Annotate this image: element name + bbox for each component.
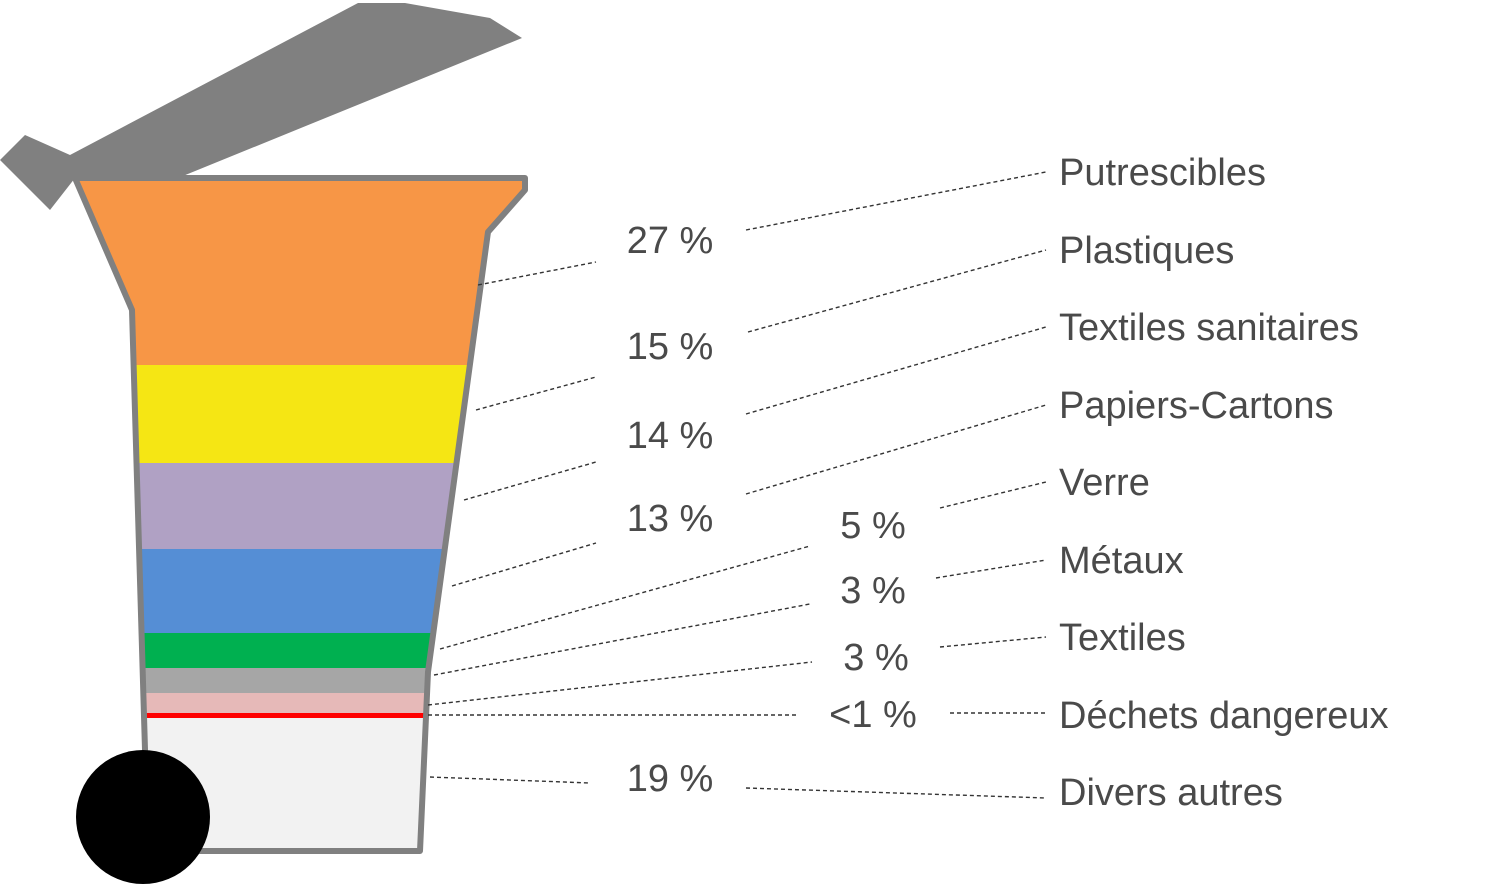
layer-plastiques [75,365,525,463]
value-label-divers-autres: 19 % [627,758,714,800]
leader-line-verre-inner [439,545,811,650]
leader-line-metaux-outer [935,559,1047,579]
category-label-textiles-sanitaires: Textiles sanitaires [1059,307,1359,349]
layer-putrescibles [75,178,525,365]
category-label-metaux: Métaux [1059,540,1184,582]
layer-textiles-sanitaires [75,463,525,549]
value-label-textiles-sanitaires: 14 % [627,415,714,457]
category-label-plastiques: Plastiques [1059,230,1234,272]
bin-body-outline [72,175,528,854]
category-label-dechets-dangereux: Déchets dangereux [1059,695,1389,737]
category-label-textiles: Textiles [1059,617,1186,659]
bin-wheel [76,750,210,884]
wheel-icon [76,750,210,884]
category-label-verre: Verre [1059,462,1150,504]
lid-shape [0,3,522,210]
value-label-putrescibles: 27 % [627,220,714,262]
layer-dechets-dangereux [75,713,525,718]
category-label-papiers-cartons: Papiers-Cartons [1059,385,1334,427]
bin-lid [0,3,522,210]
leader-lines [427,171,1047,799]
leader-line-plastiques-inner [475,376,597,411]
bin-outline [72,175,528,854]
category-label-divers-autres: Divers autres [1059,772,1283,814]
leader-line-plastiques-outer [747,249,1047,333]
leader-line-divers-autres-outer [745,787,1047,799]
value-labels: 27 % 15 % 14 % 13 % 5 % 3 % 3 % <1 % 19 % [627,220,917,800]
value-label-dechets-dangereux: <1 % [829,694,917,736]
leader-line-putrescibles-inner [477,261,597,286]
leader-line-textiles-sanitaires-inner [463,461,597,501]
leader-line-papiers-cartons-inner [451,542,597,587]
value-label-verre: 5 % [840,505,905,547]
leader-line-textiles-outer [939,636,1047,648]
layer-metaux [75,668,525,693]
leader-line-verre-outer [939,481,1047,509]
leader-line-divers-autres-inner [429,776,591,784]
leader-line-metaux-inner [433,603,811,676]
leader-line-papiers-cartons-outer [745,404,1047,495]
leader-line-textiles-sanitaires-outer [745,326,1047,415]
leader-line-putrescibles-outer [745,171,1047,231]
leader-line-textiles-inner [427,661,813,706]
layer-textiles [75,693,525,713]
category-label-putrescibles: Putrescibles [1059,152,1266,194]
value-label-plastiques: 15 % [627,326,714,368]
value-label-papiers-cartons: 13 % [627,498,714,540]
layer-verre [75,633,525,668]
bin-layers [75,178,525,851]
category-labels: Putrescibles Plastiques Textiles sanitaire… [1059,152,1389,814]
layer-papiers-cartons [75,549,525,633]
value-label-textiles: 3 % [843,637,908,679]
value-label-metaux: 3 % [840,570,905,612]
